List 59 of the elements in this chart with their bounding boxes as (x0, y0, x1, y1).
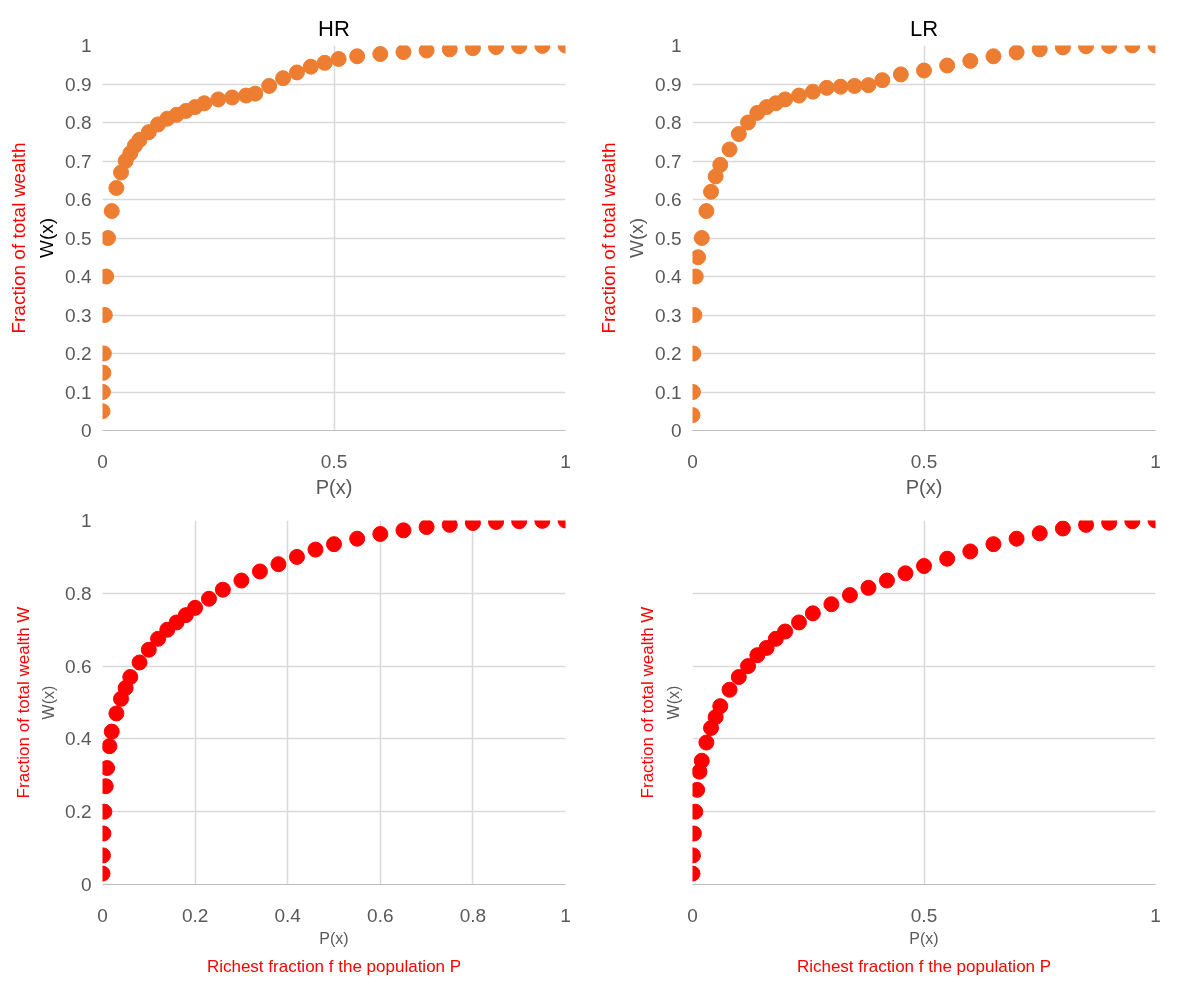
y-tick-label: 1 (80, 35, 92, 56)
y-tick-label: 0.4 (65, 728, 92, 750)
y-tick-label: 1 (670, 35, 682, 56)
x-tick-label: 1 (560, 450, 571, 472)
y-axis-title: W(x) (664, 685, 682, 720)
x-tick-label: 0.5 (910, 904, 938, 926)
y-tick-label: 0.7 (655, 150, 682, 172)
x-tick-label: 0.8 (459, 904, 487, 926)
x-axis-title: P(x) (909, 929, 939, 947)
y-tick-label: 1 (80, 510, 92, 531)
y-tick-label: 0 (80, 420, 92, 441)
text: Fraction of total wealth (7, 142, 29, 334)
y-axis-title: W(x) (36, 217, 58, 259)
y-tick-label: 0.9 (65, 73, 92, 95)
x-axis-title: P(x) (319, 929, 349, 947)
y-tick-label: 0.4 (65, 266, 92, 287)
x-tick-label: 0.5 (910, 450, 938, 472)
y-tick-label: 0.7 (65, 150, 92, 172)
x-tick-label: 1 (1150, 904, 1161, 926)
x-tick-label: 0.6 (367, 904, 394, 926)
y-tick-label: 0.9 (655, 73, 682, 95)
x-axis-title: P(x) (905, 475, 943, 498)
x-axis-title: P(x) (315, 475, 353, 498)
y-tick-label: 0.8 (65, 112, 92, 133)
text: Fraction of total wealth (597, 142, 619, 334)
y-tick-label: 0.2 (65, 801, 92, 823)
text: Richest fraction f the population P (206, 956, 462, 976)
chart-title: HR (318, 15, 350, 41)
y-tick-label: 0.1 (655, 381, 682, 403)
y-tick-label: 0.5 (655, 227, 682, 249)
text: Fraction of total wealth W (13, 606, 33, 799)
x-tick-label: 0.4 (274, 904, 302, 926)
text: Fraction of total wealth W (637, 606, 657, 799)
y-tick-label: 0.2 (65, 343, 92, 364)
y-tick-label: 0.2 (655, 343, 682, 364)
x-tick-label: 0 (97, 450, 108, 472)
y-tick-label: 0.8 (65, 582, 92, 604)
x-tick-label: 0 (97, 904, 108, 926)
y-tick-label: 0.5 (65, 227, 92, 249)
y-axis-title: W(x) (40, 685, 58, 720)
x-tick-label: 0.5 (320, 450, 348, 472)
y-tick-label: 0.3 (655, 304, 682, 326)
x-tick-label: 0 (687, 450, 698, 472)
y-tick-label: 0.8 (655, 112, 682, 133)
y-tick-label: 0.3 (65, 304, 92, 326)
y-tick-label: 0.6 (655, 189, 682, 210)
y-tick-label: 0.6 (65, 655, 92, 677)
y-tick-label: 0 (80, 874, 92, 895)
text: Richest fraction f the population P (796, 956, 1052, 976)
y-tick-label: 0.6 (65, 189, 92, 210)
x-tick-label: 0.2 (181, 904, 209, 926)
y-axis-title: W(x) (626, 217, 648, 259)
y-tick-label: 0.4 (655, 266, 682, 287)
x-tick-label: 1 (1150, 450, 1161, 472)
chart-title: LR (909, 15, 939, 41)
y-tick-label: 0.1 (65, 381, 92, 403)
x-tick-label: 1 (560, 904, 571, 926)
x-tick-label: 0 (687, 904, 698, 926)
y-tick-label: 0 (670, 420, 682, 441)
